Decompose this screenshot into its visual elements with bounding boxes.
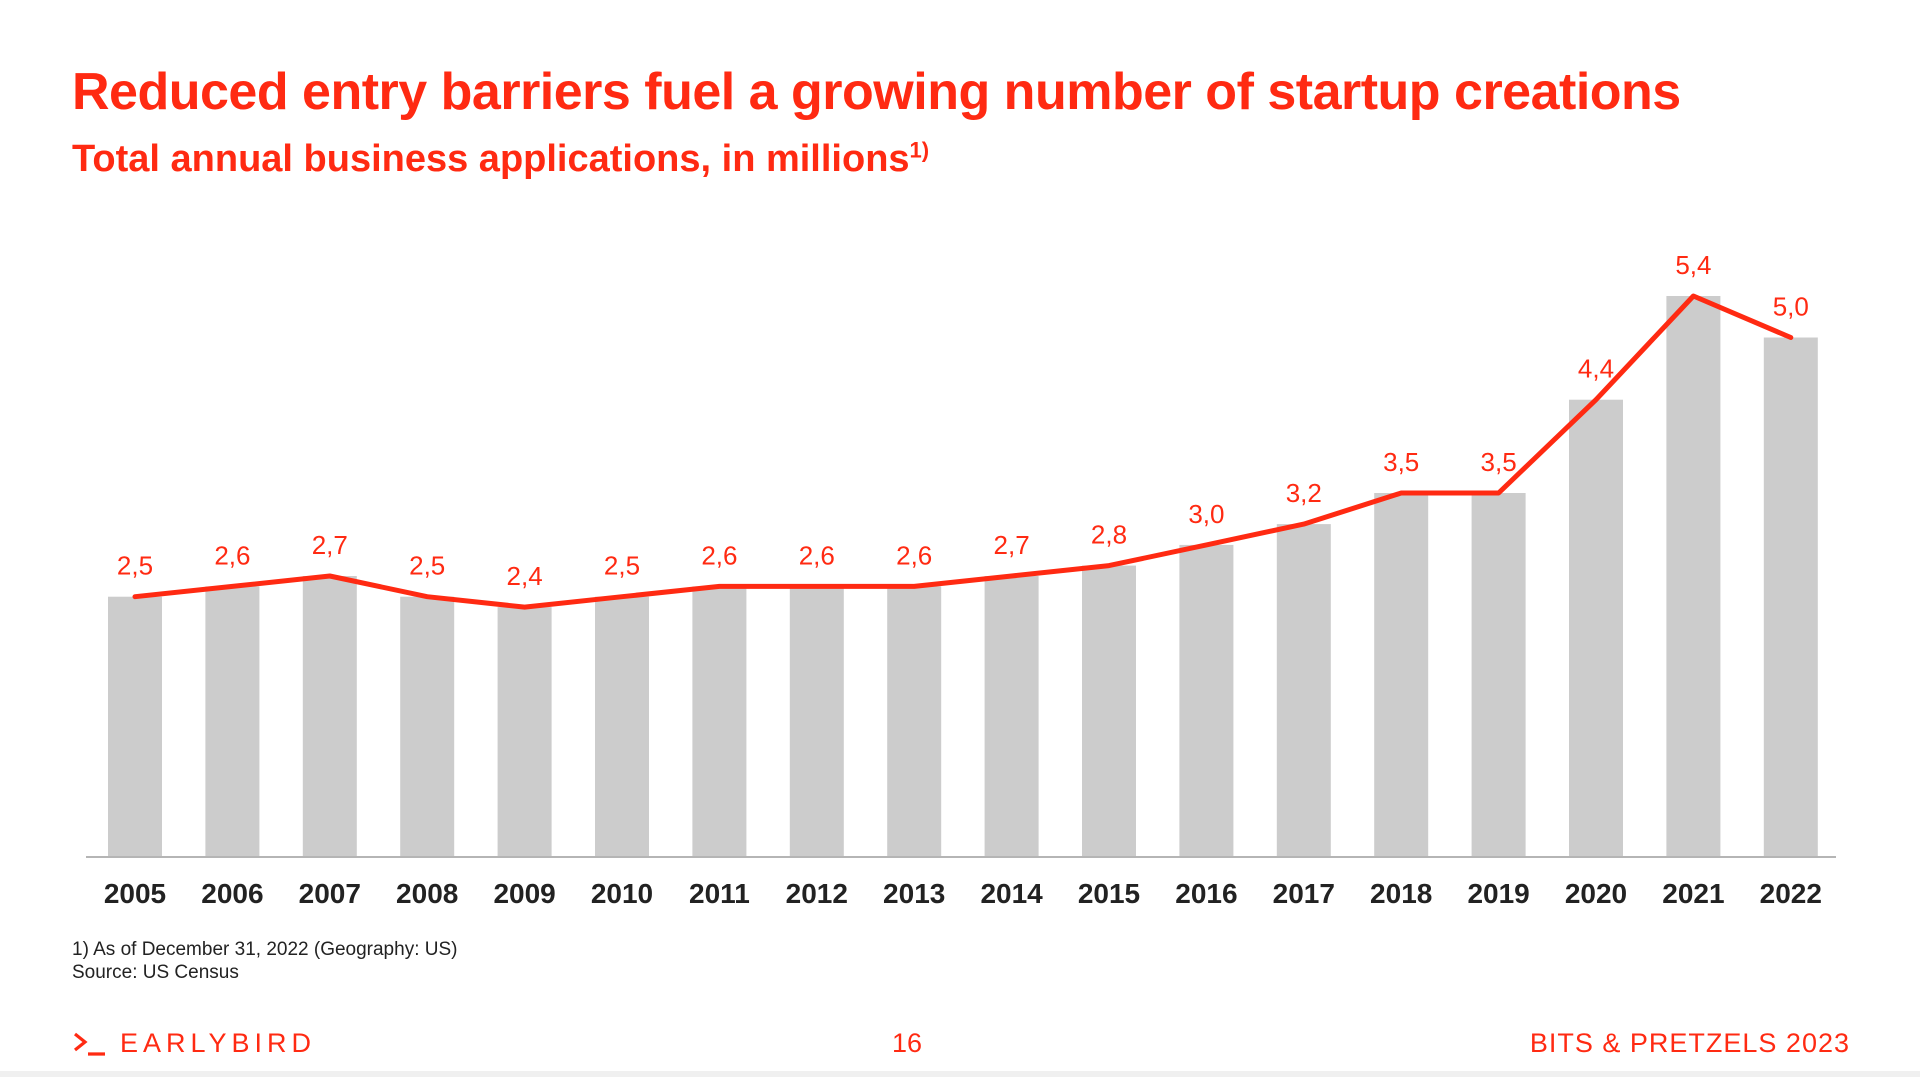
data-label-2022: 5,0 xyxy=(1773,292,1809,322)
bar-2020 xyxy=(1569,399,1623,856)
data-label-2019: 3,5 xyxy=(1481,447,1517,477)
data-label-2005: 2,5 xyxy=(117,551,153,581)
x-tick-2017: 2017 xyxy=(1273,878,1335,909)
x-tick-2013: 2013 xyxy=(883,878,945,909)
bar-line-chart: 2,5 2,6 2,7 2,5 2,4 2,5 2,6 2,6 2,6 2,7 2,8 3,0 3,2 3… xyxy=(86,250,1836,909)
bar-2019 xyxy=(1471,493,1526,856)
x-tick-2018: 2018 xyxy=(1370,878,1432,909)
brand-name: EARLYBIRD xyxy=(120,1028,317,1058)
x-tick-2015: 2015 xyxy=(1078,878,1140,909)
data-label-2012: 2,6 xyxy=(799,540,835,570)
data-label-2006: 2,6 xyxy=(214,540,250,570)
bar-2011 xyxy=(692,586,747,856)
event-name: BITS & PRETZELS 2023 xyxy=(1529,1028,1850,1058)
data-label-2017: 3,2 xyxy=(1286,478,1322,508)
x-tick-2010: 2010 xyxy=(591,878,653,909)
x-tick-labels-layer: 2005 2006 2007 2008 2009 2010 2011 2012 2013 2014… xyxy=(104,878,1822,909)
bar-2017 xyxy=(1276,524,1331,856)
line-layer xyxy=(132,293,1794,610)
bar-2010 xyxy=(595,596,649,856)
bar-2016 xyxy=(1179,544,1234,856)
brand-logo: EARLYBIRD xyxy=(72,1028,316,1059)
data-label-2010: 2,5 xyxy=(604,551,640,581)
data-label-2014: 2,7 xyxy=(994,530,1030,560)
bar-2006 xyxy=(205,586,260,856)
x-tick-2005: 2005 xyxy=(104,878,166,909)
x-tick-2019: 2019 xyxy=(1467,878,1529,909)
chart-subtitle-text: Total annual business applications, in m… xyxy=(72,138,910,180)
data-label-2007: 2,7 xyxy=(312,530,348,560)
bar-2018 xyxy=(1374,493,1429,856)
x-tick-2008: 2008 xyxy=(396,878,458,909)
data-label-2013: 2,6 xyxy=(896,540,932,570)
data-label-2015: 2,8 xyxy=(1091,520,1127,550)
bar-2022 xyxy=(1763,337,1818,856)
chart-subtitle: Total annual business applications, in m… xyxy=(72,138,929,181)
bar-2007 xyxy=(302,576,357,856)
x-tick-2020: 2020 xyxy=(1565,878,1627,909)
x-tick-2012: 2012 xyxy=(786,878,848,909)
x-tick-2021: 2021 xyxy=(1662,878,1724,909)
slide-title: Reduced entry barriers fuel a growing nu… xyxy=(72,63,1681,121)
data-label-2020: 4,4 xyxy=(1578,354,1614,384)
bar-2005 xyxy=(108,596,162,856)
source-note: Source: US Census xyxy=(72,962,239,983)
x-tick-2022: 2022 xyxy=(1760,878,1822,909)
bar-2013 xyxy=(887,586,942,856)
bar-2021 xyxy=(1666,296,1721,856)
bar-2015 xyxy=(1082,565,1136,856)
data-labels-layer: 2,5 2,6 2,7 2,5 2,4 2,5 2,6 2,6 2,6 2,7 2,8 3,0 3,2 3… xyxy=(117,250,1809,591)
footnote-marker: 1) xyxy=(909,137,930,163)
data-label-2016: 3,0 xyxy=(1188,499,1224,529)
x-tick-2006: 2006 xyxy=(201,878,263,909)
x-tick-2016: 2016 xyxy=(1175,878,1237,909)
page-number: 16 xyxy=(892,1028,923,1058)
footnotes: 1) As of December 31, 2022 (Geography: U… xyxy=(72,938,457,984)
bar-2012 xyxy=(789,586,844,856)
x-tick-2009: 2009 xyxy=(493,878,555,909)
data-label-2008: 2,5 xyxy=(409,551,445,581)
x-tick-2007: 2007 xyxy=(299,878,361,909)
data-label-2018: 3,5 xyxy=(1383,447,1419,477)
footnote-1: 1) As of December 31, 2022 (Geography: U… xyxy=(72,939,458,960)
bar-2009 xyxy=(497,607,552,856)
bottom-rule xyxy=(0,1071,1920,1077)
data-label-2011: 2,6 xyxy=(701,540,737,570)
data-label-2009: 2,4 xyxy=(507,561,543,591)
bar-2014 xyxy=(984,576,1039,856)
series-line xyxy=(132,293,1794,610)
x-tick-2014: 2014 xyxy=(980,878,1043,909)
prompt-chevron-icon xyxy=(74,1032,105,1056)
bar-2008 xyxy=(400,596,455,856)
data-label-2021: 5,4 xyxy=(1675,250,1711,280)
bars-layer xyxy=(108,296,1818,856)
x-tick-2011: 2011 xyxy=(689,878,750,909)
